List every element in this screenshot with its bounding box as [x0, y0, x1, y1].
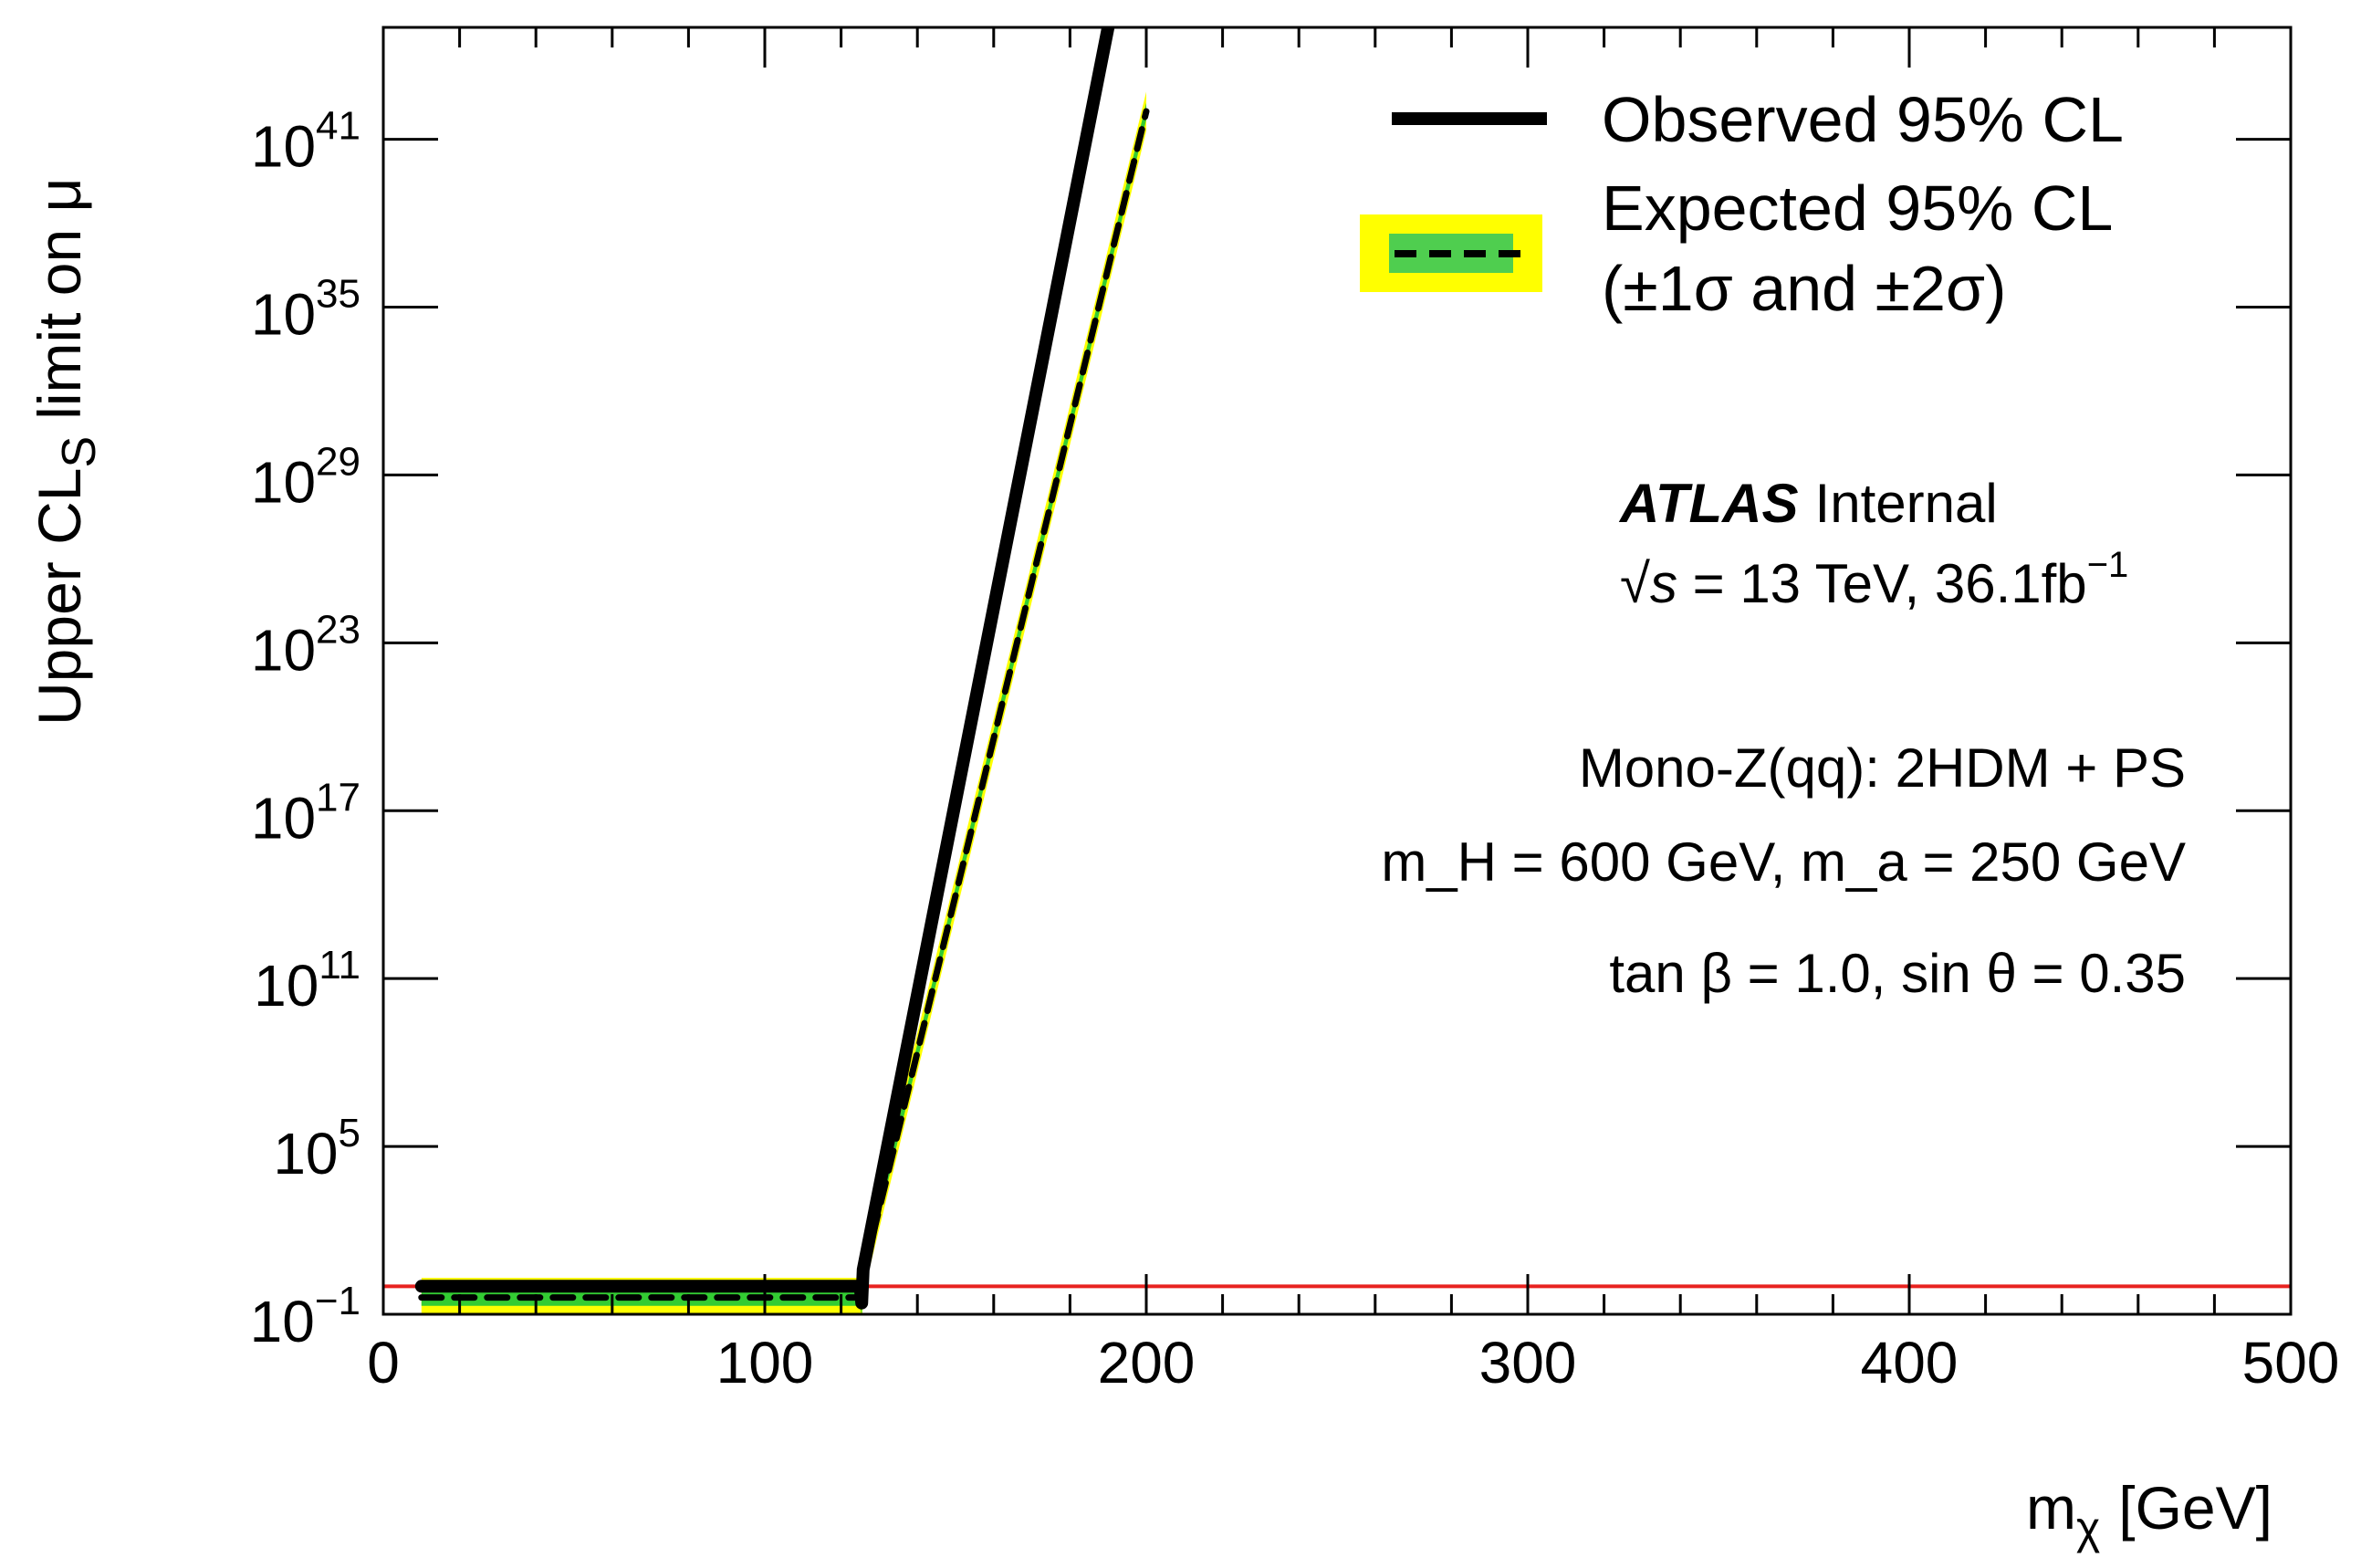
y-tick-label: 1017 [251, 775, 360, 851]
x-tick-label: 400 [1861, 1330, 1959, 1396]
y-tick-label: 1029 [251, 439, 360, 515]
plot-frame [381, 26, 2293, 1316]
axis-ticks [381, 27, 2293, 1316]
y-tick-label: 1011 [254, 943, 360, 1019]
x-tick-label: 100 [716, 1330, 814, 1396]
tick-labels: 0 100 200 300 400 500 10−1 105 1011 1017 1023 1029 1… [250, 104, 2340, 1396]
y-tick-label: 1041 [251, 104, 360, 180]
y-tick-label: 105 [273, 1111, 360, 1186]
legend: Observed 95% CL Expected 95% CL (±1σ and… [1360, 84, 2124, 324]
energy-lumi-label: √s = 13 TeV, 36.1fb−1 [1620, 545, 2128, 614]
band-±1σ [421, 102, 1146, 1314]
x-tick-label: 500 [2242, 1330, 2340, 1396]
legend-observed-label: Observed 95% CL [1602, 84, 2124, 155]
series-layer [414, 27, 1150, 1312]
model-label: Mono-Z(qq): 2HDM + PS [1579, 737, 2186, 799]
x-tick-label: 0 [367, 1330, 400, 1396]
observed-limit-line [414, 27, 1115, 1310]
y-tick-label: 1023 [251, 607, 360, 683]
x-tick-label: 200 [1098, 1330, 1196, 1396]
legend-expected-label: Expected 95% CL [1602, 172, 2113, 244]
y-axis-title: Upper CLSlimit on μ [26, 177, 106, 726]
annotations: ATLAS Internal √s = 13 TeV, 36.1fb−1 Mono… [1381, 473, 2186, 1004]
atlas-label: ATLAS Internal [1618, 473, 1998, 534]
expected-bands [421, 91, 1146, 1314]
y-tick-label: 10−1 [250, 1279, 360, 1354]
x-tick-label: 300 [1479, 1330, 1577, 1396]
legend-expected-sublabel: (±1σ and ±2σ) [1602, 253, 2006, 324]
expected-limit-line [418, 108, 1150, 1312]
masses-label: m_H = 600 GeV, m_a = 250 GeV [1381, 831, 2186, 893]
band-±2σ [421, 91, 1146, 1314]
y-tick-label: 1035 [251, 272, 360, 348]
x-axis-title: mχ [GeV] [2026, 1474, 2272, 1553]
params-label: tan β = 1.0, sin θ = 0.35 [1609, 943, 2186, 1004]
